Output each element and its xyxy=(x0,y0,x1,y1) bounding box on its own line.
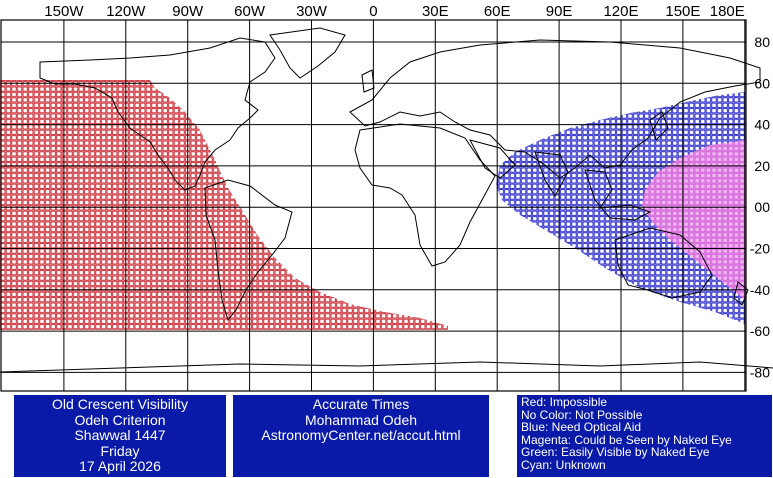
japan-coast xyxy=(649,111,669,141)
lon-label-120e: 120E xyxy=(603,3,638,20)
legend-red: Red: Impossible xyxy=(521,395,608,409)
lat-label-00: 00 xyxy=(754,199,770,215)
zone-naked-eye xyxy=(642,140,745,300)
legend-none: No Color: Not Possible xyxy=(521,407,643,422)
uk-coast xyxy=(361,69,375,93)
legend-panel: Red: Impossible No Color: Not Possible B… xyxy=(517,395,772,477)
website-url: AstronomyCenter.net/accut.html xyxy=(261,427,461,443)
lon-label-150w: 150W xyxy=(44,3,84,20)
title-panel: Old Crescent Visibility Odeh Criterion S… xyxy=(14,395,226,477)
zone-impossible xyxy=(0,80,448,330)
lat-label--20: -20 xyxy=(750,241,770,257)
legend-magenta: Magenta: Could be Seen by Naked Eye xyxy=(521,432,732,447)
date-label: 17 April 2026 xyxy=(79,458,161,474)
software-name: Accurate Times xyxy=(312,396,410,412)
legend-blue: Blue: Need Optical Aid xyxy=(521,420,642,435)
visibility-map: 150W 120W 90W 60W 30W 0 30E 60E 90E 120E 150E 180E … xyxy=(0,3,773,392)
weekday-label: Friday xyxy=(100,442,140,459)
legend-cyan: Cyan: Unknown xyxy=(521,457,606,472)
lon-label-60w: 60W xyxy=(234,3,266,20)
lon-label-180e: 180E xyxy=(710,3,745,20)
legend-green: Green: Easily Visible by Naked Eye xyxy=(521,445,710,460)
longitude-labels: 150W 120W 90W 60W 30W 0 30E 60E 90E 120E 150E 180E xyxy=(44,3,744,20)
arabia-coast xyxy=(469,139,516,179)
lon-label-90w: 90W xyxy=(172,3,204,20)
map-border xyxy=(0,19,747,392)
month-label: Shawwal 1447 xyxy=(74,427,166,443)
lat-label-40: 40 xyxy=(754,117,770,133)
lon-label-30e: 30E xyxy=(422,3,449,20)
author-name: Mohammad Odeh xyxy=(304,411,418,428)
lon-label-0: 0 xyxy=(369,3,377,20)
visibility-zones xyxy=(0,80,745,330)
lat-label-80: 80 xyxy=(754,34,770,50)
lon-label-150e: 150E xyxy=(665,3,700,20)
credit-panel: Accurate Times Mohammad Odeh AstronomyCe… xyxy=(233,395,489,477)
antarctica-coast xyxy=(0,361,773,373)
lat-label--60: -60 xyxy=(750,323,770,339)
lon-label-90e: 90E xyxy=(546,3,573,20)
lon-label-120w: 120W xyxy=(106,3,146,20)
lat-label-20: 20 xyxy=(754,158,770,174)
graticule xyxy=(1,20,746,391)
lat-label-60: 60 xyxy=(754,75,770,91)
lon-label-60e: 60E xyxy=(484,3,511,20)
map-title: Old Crescent Visibility xyxy=(52,396,188,412)
south-america-coast xyxy=(204,179,293,322)
africa-coast xyxy=(354,123,496,267)
criterion-label: Odeh Criterion xyxy=(74,411,166,428)
lon-label-30w: 30W xyxy=(296,3,328,20)
coastlines xyxy=(0,27,773,373)
australia-coast xyxy=(614,227,713,299)
southeast-asia-coast xyxy=(584,169,652,221)
lat-label--40: -40 xyxy=(750,282,770,298)
greenland-coast xyxy=(269,27,346,79)
lat-label--80: -80 xyxy=(750,364,770,380)
india-coast xyxy=(534,151,569,197)
latitude-labels: 80 60 40 20 00 -20 -40 -60 -80 xyxy=(750,34,770,380)
north-america-coast xyxy=(39,37,276,191)
